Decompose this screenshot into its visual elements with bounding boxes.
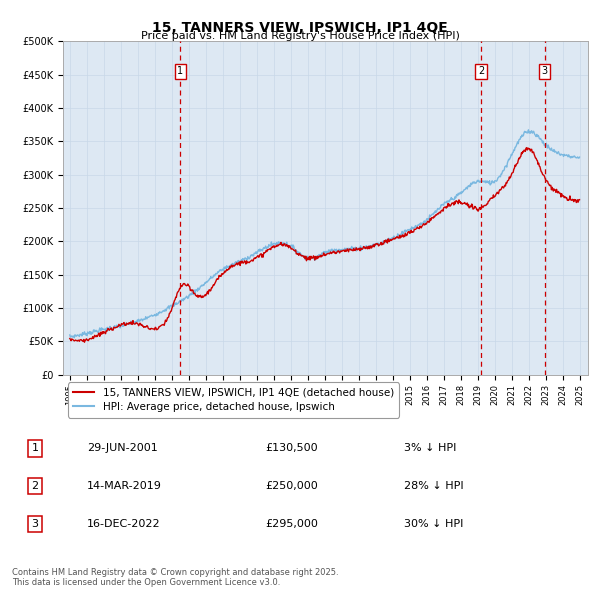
Text: 3: 3 — [542, 66, 548, 76]
Text: Price paid vs. HM Land Registry's House Price Index (HPI): Price paid vs. HM Land Registry's House … — [140, 31, 460, 41]
Text: Contains HM Land Registry data © Crown copyright and database right 2025.
This d: Contains HM Land Registry data © Crown c… — [12, 568, 338, 587]
Text: 1: 1 — [177, 66, 183, 76]
Text: 3: 3 — [32, 519, 38, 529]
Text: 28% ↓ HPI: 28% ↓ HPI — [404, 481, 463, 491]
Text: £295,000: £295,000 — [265, 519, 319, 529]
Text: 30% ↓ HPI: 30% ↓ HPI — [404, 519, 463, 529]
Text: 1: 1 — [32, 444, 38, 453]
Text: 3% ↓ HPI: 3% ↓ HPI — [404, 444, 456, 453]
Text: 14-MAR-2019: 14-MAR-2019 — [87, 481, 162, 491]
Text: 2: 2 — [31, 481, 38, 491]
Text: £250,000: £250,000 — [265, 481, 318, 491]
Text: £130,500: £130,500 — [265, 444, 318, 453]
Legend: 15, TANNERS VIEW, IPSWICH, IP1 4QE (detached house), HPI: Average price, detache: 15, TANNERS VIEW, IPSWICH, IP1 4QE (deta… — [68, 382, 399, 418]
Text: 2: 2 — [478, 66, 484, 76]
Text: 29-JUN-2001: 29-JUN-2001 — [87, 444, 158, 453]
Text: 15, TANNERS VIEW, IPSWICH, IP1 4QE: 15, TANNERS VIEW, IPSWICH, IP1 4QE — [152, 21, 448, 35]
Text: 16-DEC-2022: 16-DEC-2022 — [87, 519, 161, 529]
